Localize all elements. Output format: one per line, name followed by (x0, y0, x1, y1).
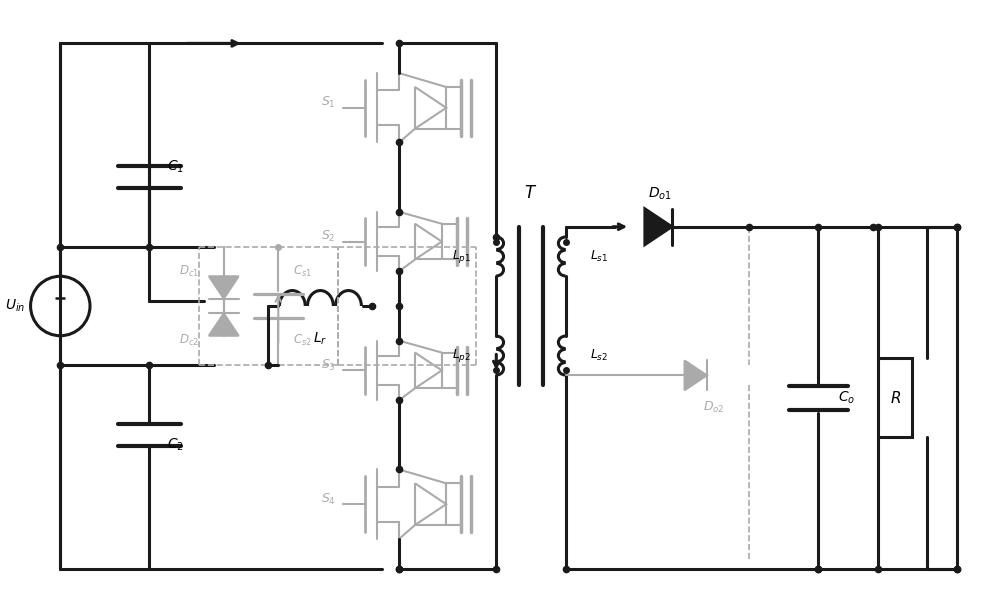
Text: $D_{c2}$: $D_{c2}$ (179, 333, 199, 348)
Polygon shape (209, 276, 239, 299)
Text: $S_3$: $S_3$ (321, 358, 336, 373)
Text: $L_r$: $L_r$ (313, 331, 328, 347)
Text: $C_o$: $C_o$ (838, 389, 855, 406)
Polygon shape (685, 360, 707, 390)
Text: $D_{o2}$: $D_{o2}$ (703, 400, 725, 415)
Text: $S_2$: $S_2$ (321, 229, 336, 244)
Text: $S_4$: $S_4$ (321, 492, 336, 507)
Text: $C_2$: $C_2$ (167, 436, 184, 453)
Text: $C_{s1}$: $C_{s1}$ (293, 264, 312, 279)
Text: $C_1$: $C_1$ (167, 159, 184, 175)
Text: $L_{s2}$: $L_{s2}$ (590, 348, 609, 363)
Text: $U_{in}$: $U_{in}$ (5, 298, 26, 314)
Text: $D_{c1}$: $D_{c1}$ (179, 264, 199, 279)
Text: $L_{p2}$: $L_{p2}$ (452, 347, 472, 364)
Text: $L_{p1}$: $L_{p1}$ (452, 248, 472, 265)
Text: $R$: $R$ (890, 390, 901, 406)
Text: $L_{s1}$: $L_{s1}$ (590, 249, 609, 264)
Text: $S_1$: $S_1$ (321, 95, 336, 111)
Polygon shape (645, 209, 672, 244)
Text: $T$: $T$ (524, 184, 538, 202)
Text: $D_{o1}$: $D_{o1}$ (648, 186, 672, 202)
FancyBboxPatch shape (878, 358, 912, 437)
Polygon shape (209, 313, 239, 335)
Text: $C_{s2}$: $C_{s2}$ (293, 333, 312, 348)
